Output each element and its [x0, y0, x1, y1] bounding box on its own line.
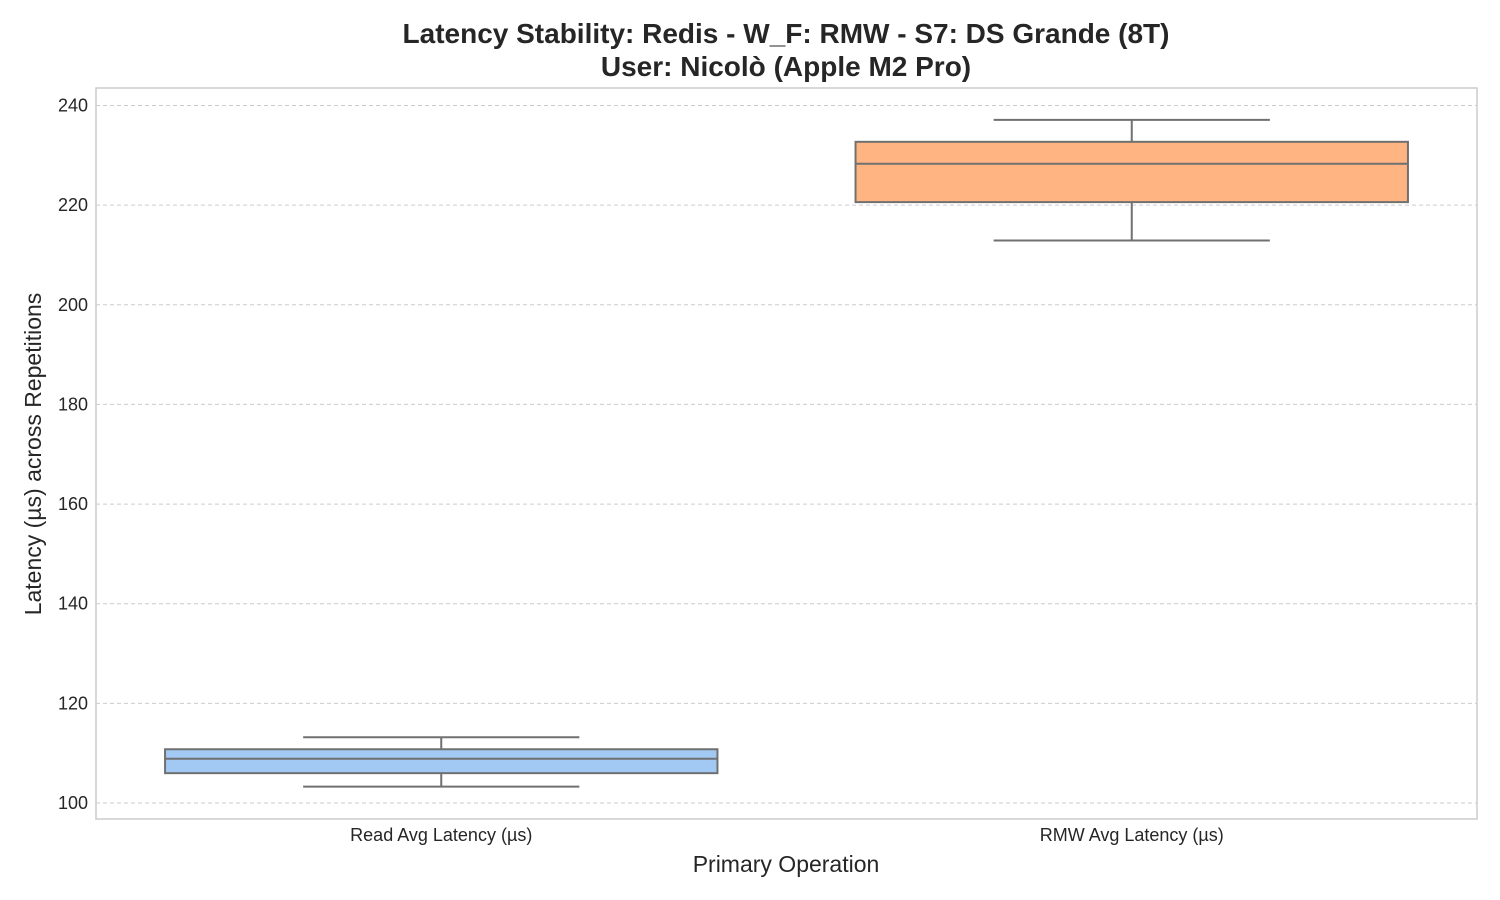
y-tick-label: 240 [58, 95, 88, 115]
y-tick-label: 180 [58, 394, 88, 414]
y-axis-label: Latency (µs) across Repetitions [20, 293, 46, 616]
boxplot-read [164, 736, 719, 788]
y-tick-label: 220 [58, 195, 88, 215]
y-tick-label: 140 [58, 594, 88, 614]
boxplots [164, 118, 1409, 788]
y-tick-label: 100 [58, 793, 88, 813]
y-tick-label: 120 [58, 693, 88, 713]
x-tick-label: Read Avg Latency (µs) [350, 825, 532, 845]
x-tick-labels: Read Avg Latency (µs) RMW Avg Latency (µs… [350, 825, 1224, 845]
plot-area [95, 87, 1478, 820]
y-tick-label: 160 [58, 494, 88, 514]
chart-title-line1: Latency Stability: Redis - W_F: RMW - S7… [403, 18, 1170, 49]
x-axis-label: Primary Operation [693, 851, 880, 877]
y-tick-labels: 100 120 140 160 180 200 220 240 [58, 95, 88, 813]
x-tick-label: RMW Avg Latency (µs) [1040, 825, 1224, 845]
iqr-box [164, 748, 719, 775]
grid-lines [96, 104, 1477, 804]
y-tick-label: 200 [58, 295, 88, 315]
boxplot-rmw [854, 118, 1409, 242]
iqr-box [854, 140, 1409, 204]
chart-title-line2: User: Nicolò (Apple M2 Pro) [601, 51, 971, 82]
